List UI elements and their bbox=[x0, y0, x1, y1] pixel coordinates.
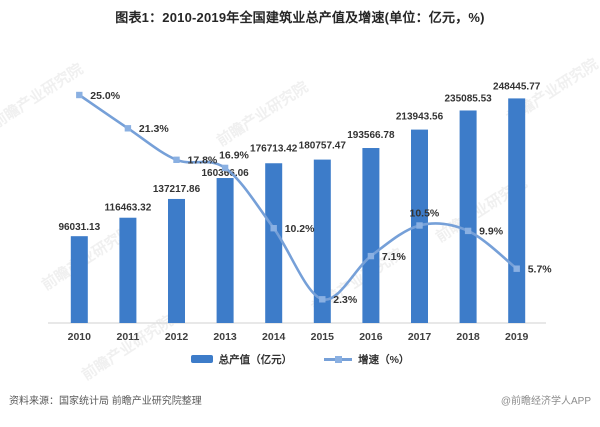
bar-series-swatch bbox=[190, 355, 213, 363]
growth-rate-label-2013: 16.9% bbox=[219, 150, 249, 162]
bar-2014 bbox=[265, 163, 283, 323]
line-swatch-marker bbox=[334, 355, 342, 363]
growth-marker-2016 bbox=[367, 252, 375, 260]
growth-rate-label-2016: 7.1% bbox=[382, 251, 407, 263]
bar-2015 bbox=[313, 159, 331, 323]
x-axis-label-2010: 2010 bbox=[68, 331, 92, 343]
bar-value-label-2013: 160366.06 bbox=[201, 168, 249, 179]
growth-marker-2019 bbox=[513, 265, 520, 272]
x-axis-label-2019: 2019 bbox=[505, 331, 529, 343]
line-series-swatch bbox=[324, 355, 353, 363]
growth-rate-label-2012: 17.8% bbox=[188, 155, 218, 167]
bar-2013 bbox=[216, 178, 234, 323]
growth-marker-2015 bbox=[319, 296, 326, 303]
legend-item-total-output: 总产值（亿元） bbox=[190, 352, 293, 367]
bar-value-label-2014: 176713.42 bbox=[250, 143, 298, 154]
x-axis-label-2014: 2014 bbox=[262, 331, 286, 343]
x-axis-label-2017: 2017 bbox=[408, 331, 432, 343]
bar-value-label-2011: 116463.32 bbox=[105, 203, 152, 214]
footer: 资料来源：国家统计局 前瞻产业研究院整理 @前瞻经济学人APP bbox=[0, 392, 600, 407]
bar-2010 bbox=[70, 236, 88, 323]
legend-label-total-output: 总产值（亿元） bbox=[218, 353, 293, 366]
watermark-text: 前瞻产业研究院 bbox=[213, 78, 311, 150]
growth-rate-label-2010: 25.0% bbox=[90, 90, 120, 102]
bar-2019 bbox=[508, 98, 526, 323]
growth-marker-2017 bbox=[416, 222, 423, 229]
chart-title: 图表1：2010-2019年全国建筑业总产值及增速(单位：亿元，%) bbox=[115, 10, 485, 25]
bar-value-label-2012: 137217.86 bbox=[153, 184, 201, 195]
growth-rate-line bbox=[78, 93, 518, 301]
bar-value-label-2015: 180757.47 bbox=[299, 141, 347, 152]
bar-value-label-2018: 235085.53 bbox=[444, 93, 492, 104]
x-axis-label-2013: 2013 bbox=[213, 331, 237, 343]
chart-legend: 总产值（亿元） 增速（%） bbox=[0, 350, 600, 368]
credit-text: @前瞻经济学人APP bbox=[500, 396, 591, 407]
growth-marker-2018 bbox=[464, 227, 472, 235]
x-axis-label-2011: 2011 bbox=[117, 331, 140, 343]
x-axis-label-2018: 2018 bbox=[456, 331, 480, 343]
legend-item-growth-rate: 增速（%） bbox=[324, 352, 409, 367]
x-axis-label-2015: 2015 bbox=[311, 331, 335, 343]
growth-rate-label-2011: 21.3% bbox=[139, 123, 169, 135]
x-axis-label-2016: 2016 bbox=[359, 331, 383, 343]
growth-rate-label-2015: 2.3% bbox=[333, 294, 358, 306]
growth-rate-label-2014: 10.2% bbox=[285, 223, 315, 235]
bar-2016 bbox=[362, 148, 380, 323]
growth-marker-2012 bbox=[173, 156, 180, 163]
growth-marker-2014 bbox=[270, 225, 277, 232]
bar-2018 bbox=[459, 110, 477, 323]
growth-rate-label-2019: 5.7% bbox=[528, 263, 553, 275]
source-text: 资料来源：国家统计局 前瞻产业研究院整理 bbox=[9, 396, 202, 407]
bar-2011 bbox=[119, 217, 137, 323]
bar-value-label-2016: 193566.78 bbox=[347, 130, 395, 141]
growth-marker-2010 bbox=[76, 91, 83, 99]
growth-rate-label-2017: 10.5% bbox=[410, 207, 440, 219]
bar-value-label-2017: 213943.56 bbox=[396, 112, 444, 123]
x-axis-label-2012: 2012 bbox=[165, 331, 189, 343]
watermark-text: 前瞻产业研究院 bbox=[0, 60, 86, 132]
growth-marker-2011 bbox=[124, 125, 132, 132]
bar-2012 bbox=[168, 198, 185, 323]
growth-marker-2013 bbox=[221, 164, 229, 172]
legend-label-growth-rate: 增速（%） bbox=[358, 353, 410, 366]
growth-rate-label-2018: 9.9% bbox=[479, 226, 504, 238]
bar-value-label-2010: 96031.13 bbox=[58, 222, 100, 233]
bar-value-label-2019: 248445.77 bbox=[493, 81, 541, 92]
